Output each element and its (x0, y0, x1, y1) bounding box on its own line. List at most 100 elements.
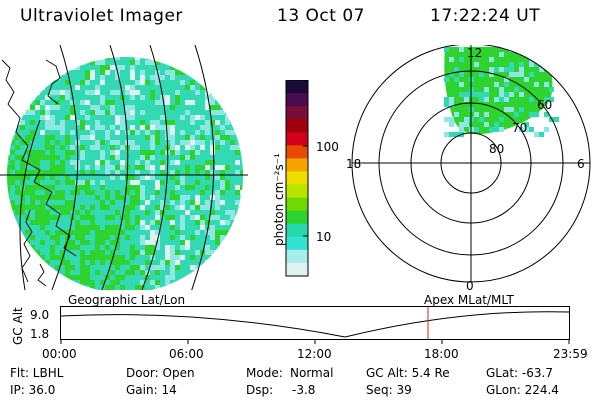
image-pixel (90, 105, 95, 110)
image-pixel (30, 175, 35, 180)
image-pixel (10, 180, 15, 185)
image-pixel (30, 240, 35, 245)
image-pixel (25, 235, 30, 240)
image-pixel (7, 180, 10, 185)
image-pixel (210, 255, 215, 260)
image-pixel (155, 190, 160, 195)
image-pixel (115, 185, 120, 190)
image-pixel (200, 130, 205, 135)
image-pixel (70, 230, 75, 235)
image-pixel (185, 140, 190, 145)
image-pixel (50, 220, 55, 225)
image-pixel (235, 195, 240, 200)
image-pixel (190, 130, 195, 135)
image-pixel (190, 265, 195, 270)
image-pixel (230, 205, 235, 210)
image-pixel (75, 245, 80, 250)
image-pixel (90, 265, 95, 270)
image-pixel (85, 125, 90, 130)
image-pixel (155, 175, 160, 180)
image-pixel (170, 70, 175, 75)
image-pixel (85, 245, 90, 250)
image-pixel (504, 67, 509, 72)
image-pixel (135, 150, 140, 155)
image-pixel (140, 155, 145, 160)
image-pixel (175, 65, 180, 70)
image-pixel (110, 285, 115, 290)
image-pixel (55, 150, 60, 155)
image-pixel (160, 260, 165, 265)
image-pixel (125, 85, 130, 90)
image-pixel (80, 235, 85, 240)
image-pixel (120, 125, 125, 130)
image-pixel (150, 215, 155, 220)
image-pixel (499, 97, 504, 102)
image-pixel (75, 100, 80, 105)
image-pixel (50, 200, 55, 205)
image-pixel (135, 60, 140, 65)
image-pixel (549, 67, 554, 72)
image-pixel (175, 120, 180, 125)
image-pixel (120, 230, 125, 235)
image-pixel (15, 165, 20, 170)
image-pixel (90, 145, 95, 150)
image-pixel (140, 270, 145, 275)
image-pixel (40, 250, 45, 255)
image-pixel (180, 150, 185, 155)
image-pixel (120, 150, 125, 155)
image-pixel (50, 105, 55, 110)
image-pixel (110, 120, 115, 125)
image-pixel (120, 225, 125, 230)
image-pixel (40, 165, 45, 170)
image-pixel (554, 117, 559, 122)
image-pixel (230, 130, 235, 135)
image-pixel (160, 65, 165, 70)
image-pixel (60, 205, 65, 210)
image-pixel (210, 205, 215, 210)
image-pixel (75, 115, 80, 120)
image-pixel (190, 215, 195, 220)
image-pixel (110, 265, 115, 270)
image-pixel (225, 160, 230, 165)
image-pixel (215, 185, 220, 190)
image-pixel (25, 125, 30, 130)
image-pixel (180, 95, 185, 100)
image-pixel (220, 220, 225, 225)
image-pixel (165, 245, 170, 250)
image-pixel (85, 150, 90, 155)
image-pixel (10, 135, 15, 140)
image-pixel (145, 265, 150, 270)
image-pixel (449, 97, 454, 102)
image-pixel (215, 245, 220, 250)
image-pixel (85, 255, 90, 260)
image-pixel (180, 75, 185, 80)
image-pixel (65, 175, 70, 180)
image-pixel (205, 185, 210, 190)
image-pixel (110, 140, 115, 145)
image-pixel (90, 165, 95, 170)
image-pixel (80, 165, 85, 170)
image-pixel (70, 205, 75, 210)
image-pixel (459, 82, 464, 87)
image-pixel (65, 75, 70, 80)
image-pixel (220, 175, 225, 180)
image-pixel (215, 225, 220, 230)
image-pixel (225, 150, 230, 155)
image-pixel (215, 220, 220, 225)
image-pixel (200, 160, 205, 165)
image-pixel (75, 95, 80, 100)
image-pixel (95, 185, 100, 190)
image-pixel (130, 200, 135, 205)
image-pixel (110, 260, 115, 265)
image-pixel (30, 170, 35, 175)
image-pixel (205, 160, 210, 165)
image-pixel (30, 100, 35, 105)
image-pixel (220, 230, 225, 235)
image-pixel (205, 240, 210, 245)
image-pixel (519, 62, 524, 67)
image-pixel (534, 112, 539, 117)
image-pixel (85, 95, 90, 100)
image-pixel (240, 170, 243, 175)
mlt-label-18: 18 (346, 157, 362, 171)
image-pixel (40, 105, 45, 110)
